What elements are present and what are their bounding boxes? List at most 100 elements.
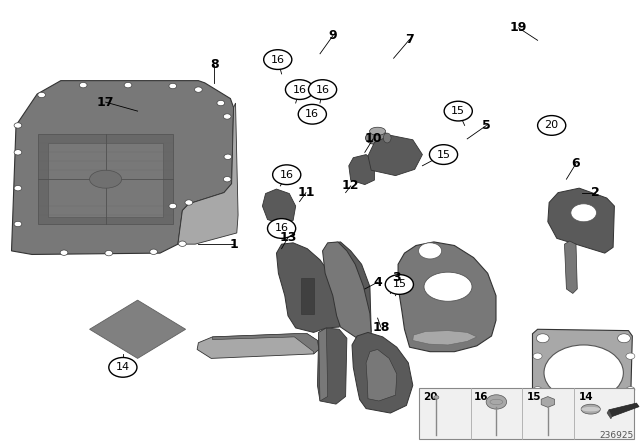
Circle shape — [14, 150, 22, 155]
Ellipse shape — [365, 131, 390, 145]
Text: 19: 19 — [509, 21, 527, 34]
Circle shape — [434, 396, 439, 399]
Text: 2: 2 — [591, 186, 600, 199]
Text: 4: 4 — [373, 276, 382, 289]
Circle shape — [124, 82, 132, 88]
Circle shape — [223, 177, 231, 182]
Text: 20: 20 — [423, 392, 438, 402]
Ellipse shape — [581, 407, 600, 411]
Text: 6: 6 — [572, 157, 580, 170]
Circle shape — [195, 87, 202, 92]
Circle shape — [618, 401, 630, 410]
Text: 16: 16 — [474, 392, 488, 402]
Polygon shape — [398, 242, 496, 352]
Polygon shape — [413, 331, 477, 345]
Text: 13: 13 — [279, 231, 297, 244]
Text: 16: 16 — [275, 224, 289, 233]
Circle shape — [150, 249, 157, 254]
Text: 15: 15 — [451, 106, 465, 116]
Circle shape — [268, 219, 296, 238]
Ellipse shape — [370, 127, 385, 135]
Circle shape — [285, 80, 314, 99]
Circle shape — [105, 250, 113, 256]
Polygon shape — [48, 143, 163, 217]
Circle shape — [185, 200, 193, 205]
Polygon shape — [90, 300, 186, 358]
Polygon shape — [276, 243, 342, 332]
Circle shape — [536, 401, 549, 410]
Polygon shape — [349, 155, 374, 185]
Text: 7: 7 — [405, 33, 414, 46]
Circle shape — [38, 92, 45, 98]
Circle shape — [224, 154, 232, 159]
Text: 17: 17 — [97, 95, 115, 109]
Circle shape — [536, 334, 549, 343]
Circle shape — [618, 334, 630, 343]
Circle shape — [223, 114, 231, 119]
Text: 236925: 236925 — [599, 431, 634, 440]
Ellipse shape — [424, 272, 472, 302]
Circle shape — [14, 123, 22, 128]
Polygon shape — [301, 278, 314, 314]
Ellipse shape — [90, 170, 122, 188]
Polygon shape — [178, 103, 238, 244]
Circle shape — [109, 358, 137, 377]
Circle shape — [533, 353, 542, 359]
Text: 5: 5 — [482, 119, 491, 132]
Text: 10: 10 — [364, 132, 382, 146]
Text: 3: 3 — [392, 271, 401, 284]
Polygon shape — [197, 334, 319, 358]
Text: 20: 20 — [545, 121, 559, 130]
Circle shape — [626, 387, 635, 393]
Ellipse shape — [490, 399, 503, 405]
Circle shape — [169, 203, 177, 209]
Polygon shape — [12, 81, 234, 254]
Circle shape — [14, 221, 22, 227]
Polygon shape — [548, 188, 614, 253]
Circle shape — [60, 250, 68, 255]
Polygon shape — [352, 332, 413, 413]
Polygon shape — [330, 242, 371, 340]
Text: 1: 1 — [229, 237, 238, 251]
Circle shape — [533, 387, 542, 393]
Polygon shape — [564, 241, 577, 293]
Text: 9: 9 — [328, 29, 337, 43]
Polygon shape — [38, 134, 173, 224]
Circle shape — [538, 116, 566, 135]
Text: 12: 12 — [342, 179, 360, 193]
Text: 15: 15 — [526, 392, 541, 402]
Text: 16: 16 — [280, 170, 294, 180]
Circle shape — [429, 145, 458, 164]
Text: 16: 16 — [316, 85, 330, 95]
Text: 11: 11 — [297, 186, 315, 199]
Circle shape — [273, 165, 301, 185]
Polygon shape — [607, 410, 612, 419]
Text: 8: 8 — [210, 58, 219, 72]
Circle shape — [444, 101, 472, 121]
Polygon shape — [323, 242, 371, 340]
Ellipse shape — [383, 133, 391, 143]
Circle shape — [169, 83, 177, 89]
Circle shape — [264, 50, 292, 69]
Polygon shape — [319, 328, 328, 401]
Circle shape — [79, 82, 87, 88]
Circle shape — [486, 395, 507, 409]
Text: 14: 14 — [579, 392, 593, 402]
Circle shape — [217, 100, 225, 106]
Circle shape — [298, 104, 326, 124]
Circle shape — [626, 353, 635, 359]
Circle shape — [544, 345, 623, 401]
Bar — [419, 388, 634, 439]
Text: 15: 15 — [392, 280, 406, 289]
Circle shape — [308, 80, 337, 99]
Circle shape — [179, 241, 186, 246]
Polygon shape — [262, 189, 296, 224]
Text: 14: 14 — [116, 362, 130, 372]
Polygon shape — [212, 334, 319, 354]
Polygon shape — [541, 396, 554, 407]
Text: 16: 16 — [305, 109, 319, 119]
Text: 18: 18 — [372, 320, 390, 334]
Circle shape — [14, 185, 22, 191]
Text: 15: 15 — [436, 150, 451, 159]
Polygon shape — [609, 403, 639, 417]
